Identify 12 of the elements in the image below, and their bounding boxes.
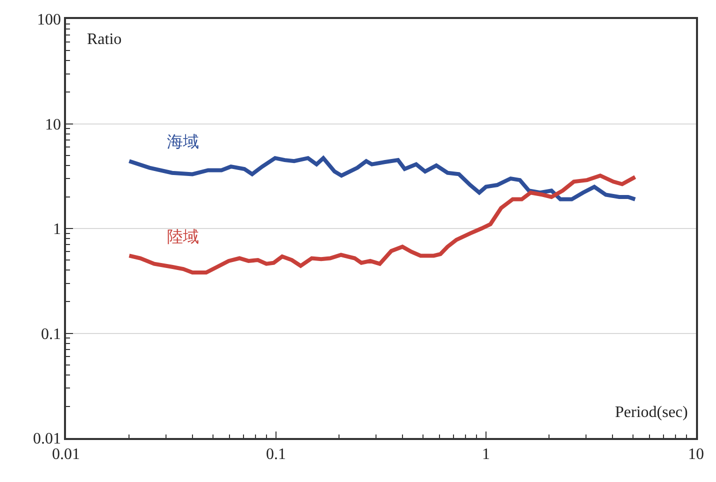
x-axis-title: Period(sec): [615, 404, 688, 421]
y-axis-title: Ratio: [87, 31, 122, 48]
y-tick-label: 1: [53, 221, 62, 238]
series-label: 陸域: [167, 227, 199, 246]
x-tick-label: 0.1: [266, 446, 286, 463]
y-tick-label: 0.1: [41, 326, 62, 343]
series-label: 海域: [167, 132, 199, 151]
y-tick-label: 0.01: [33, 430, 62, 448]
y-tick-label: 100: [37, 12, 62, 29]
x-tick-label: 1: [482, 446, 490, 463]
x-tick-label: 10: [688, 446, 704, 463]
y-tick-label: 10: [45, 116, 62, 134]
